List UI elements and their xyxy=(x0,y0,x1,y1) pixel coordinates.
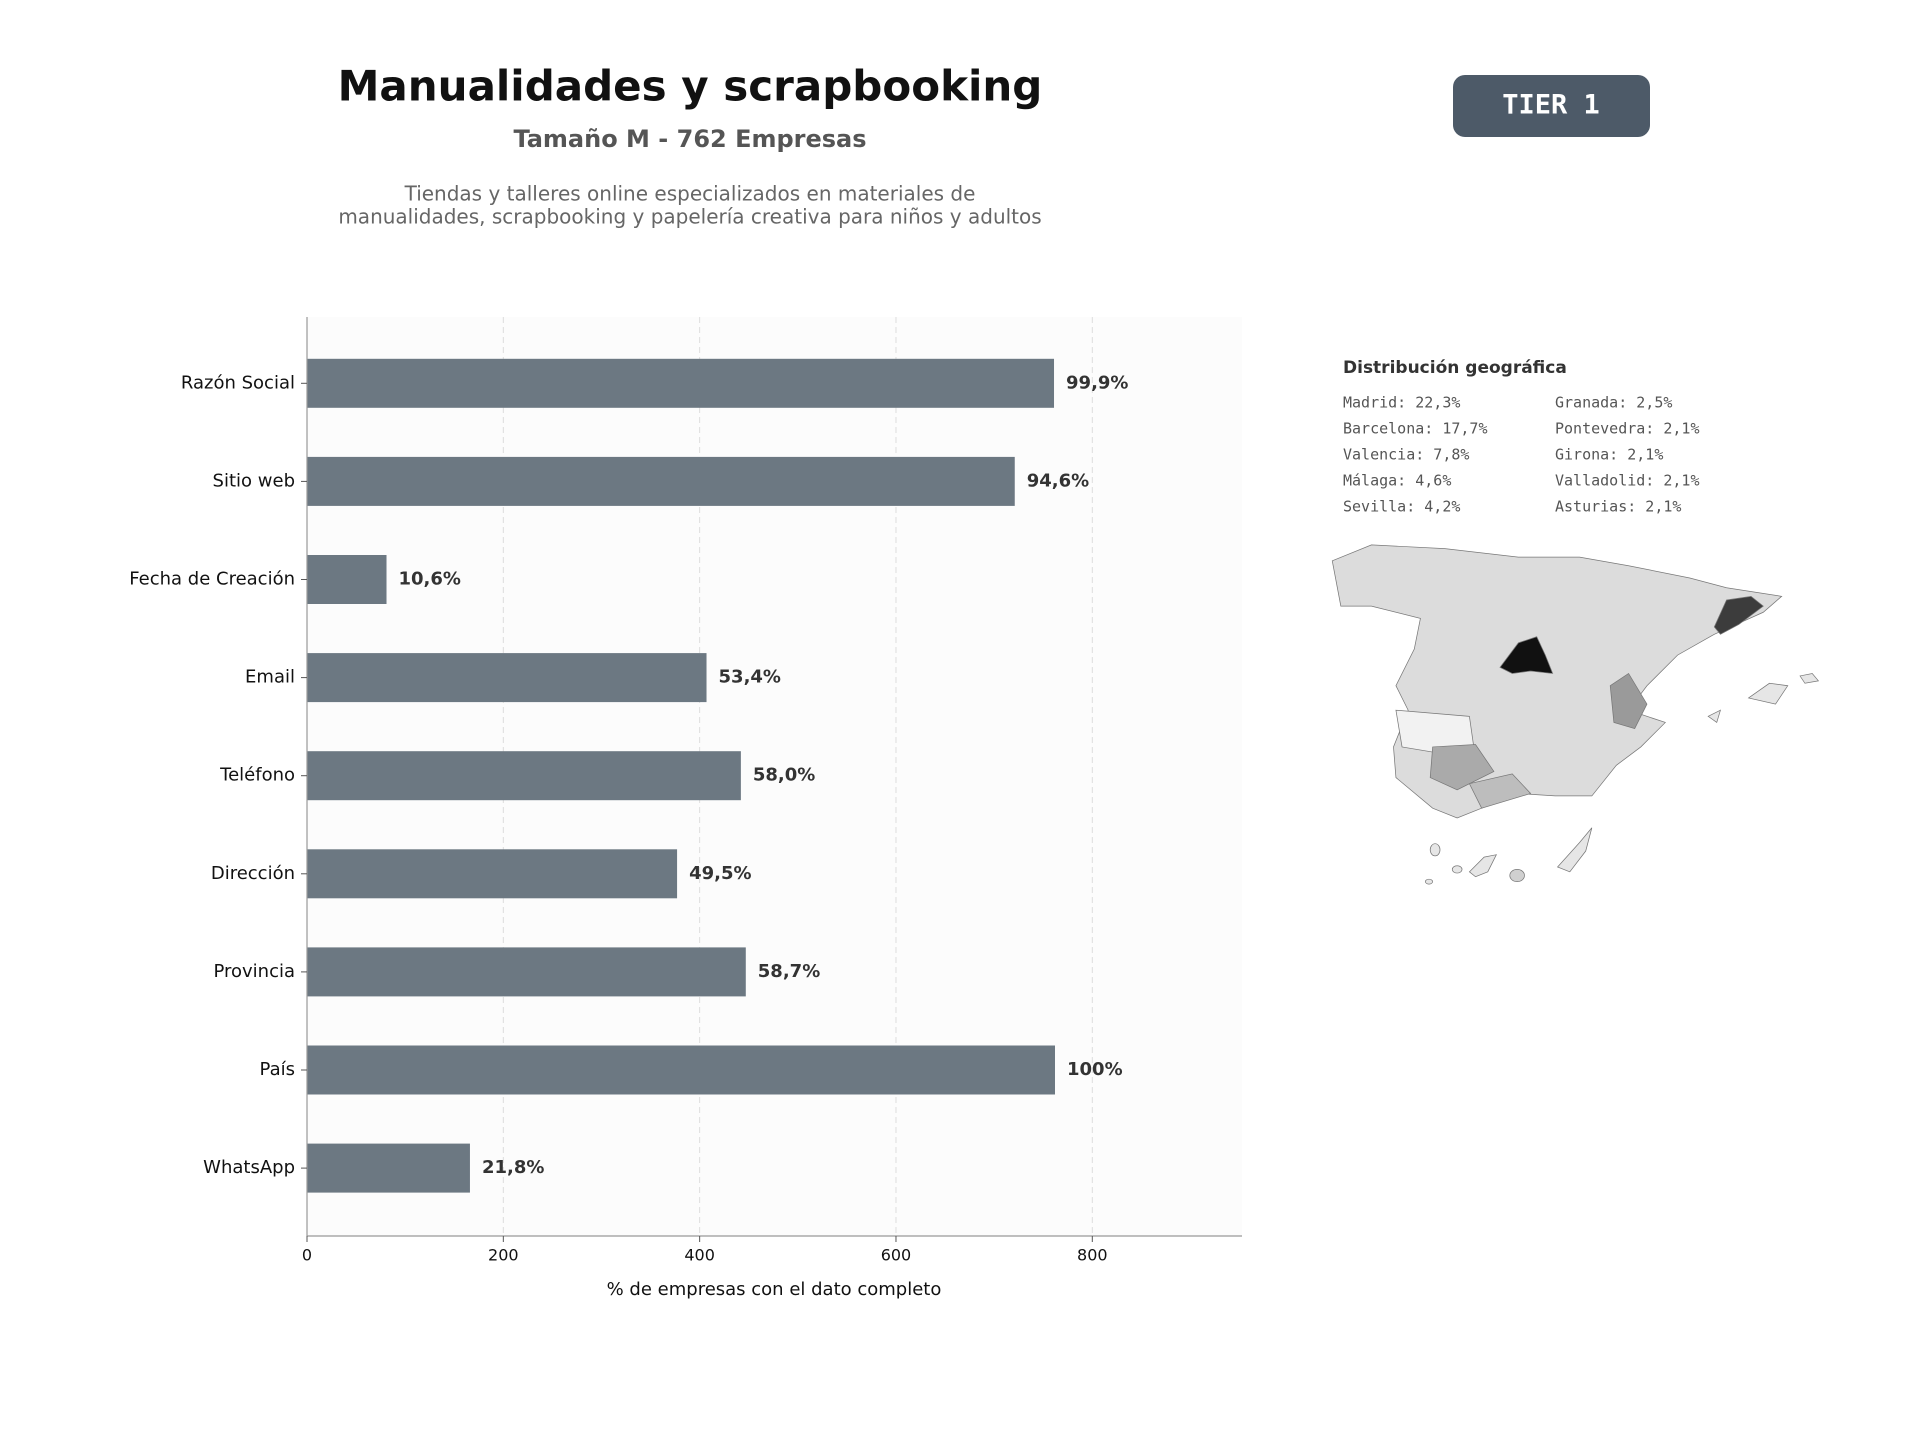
map-island xyxy=(1468,854,1498,878)
x-tick-label: 800 xyxy=(1077,1246,1108,1265)
chart-title: Manualidades y scrapbooking xyxy=(338,62,1043,111)
value-label: 58,0% xyxy=(753,765,815,786)
geo-item: Valladolid: 2,1% xyxy=(1555,472,1700,490)
geo-title: Distribución geográfica xyxy=(1343,358,1567,378)
map-province xyxy=(1609,672,1648,730)
map-province xyxy=(1468,773,1532,809)
geo-item: Madrid: 22,3% xyxy=(1343,394,1460,412)
geo-item: Granada: 2,5% xyxy=(1555,394,1672,412)
value-label: 21,8% xyxy=(482,1157,544,1178)
geo-item: Pontevedra: 2,1% xyxy=(1555,420,1700,438)
bar xyxy=(307,947,746,997)
value-label: 10,6% xyxy=(399,569,461,590)
map-island xyxy=(1424,878,1434,885)
bar xyxy=(307,358,1055,408)
bar xyxy=(307,849,678,899)
geo-item: Valencia: 7,8% xyxy=(1343,446,1469,464)
geo-item: Asturias: 2,1% xyxy=(1555,498,1681,516)
map-province xyxy=(1429,744,1495,791)
value-label: 58,7% xyxy=(758,961,820,982)
value-label: 100% xyxy=(1067,1059,1123,1080)
badge xyxy=(1453,75,1650,137)
bar xyxy=(307,555,387,604)
map-island xyxy=(1747,682,1789,705)
badge-label: TIER 1 xyxy=(1502,90,1600,121)
x-tick-label: 200 xyxy=(488,1246,519,1265)
y-tick-label: Razón Social xyxy=(181,372,295,393)
map-island xyxy=(1707,709,1722,724)
x-axis-label: % de empresas con el dato completo xyxy=(607,1279,942,1300)
bar xyxy=(307,653,707,703)
y-tick-label: País xyxy=(260,1059,295,1080)
geo-item: Girona: 2,1% xyxy=(1555,446,1663,464)
geo-item: Málaga: 4,6% xyxy=(1343,472,1451,490)
map-island xyxy=(1509,869,1525,883)
chart-subtitle: Tamaño M - 762 Empresas xyxy=(513,125,866,153)
y-tick-label: Dirección xyxy=(211,863,295,884)
description-line: Tiendas y talleres online especializados… xyxy=(404,182,976,206)
map-island xyxy=(1451,865,1463,874)
x-tick-label: 400 xyxy=(684,1246,715,1265)
y-tick-label: Email xyxy=(245,667,295,688)
x-tick-label: 600 xyxy=(881,1246,912,1265)
bar xyxy=(307,751,741,801)
bar xyxy=(307,1143,470,1193)
y-tick-label: Sitio web xyxy=(213,470,295,491)
map-island xyxy=(1429,843,1441,857)
description-line: manualidades, scrapbooking y papelería c… xyxy=(338,205,1041,229)
plot xyxy=(306,317,1093,1236)
x-tick-label: 0 xyxy=(302,1246,312,1265)
y-tick-label: Teléfono xyxy=(219,765,295,786)
map-land xyxy=(1331,544,1783,819)
value-label: 49,5% xyxy=(689,863,751,884)
value-label: 94,6% xyxy=(1027,470,1089,491)
y-tick-label: Fecha de Creación xyxy=(129,569,295,590)
map-province xyxy=(1499,636,1554,674)
bar xyxy=(307,456,1015,506)
y-tick-label: WhatsApp xyxy=(203,1157,295,1178)
map-island xyxy=(1799,673,1820,684)
value-label: 99,9% xyxy=(1066,372,1128,393)
geo-item: Sevilla: 4,2% xyxy=(1343,498,1460,516)
geo-item: Barcelona: 17,7% xyxy=(1343,420,1488,438)
bar xyxy=(307,1045,1055,1095)
map xyxy=(1331,544,1820,885)
y-tick-label: Provincia xyxy=(213,961,295,982)
value-label: 53,4% xyxy=(719,667,781,688)
map-island xyxy=(1556,827,1593,873)
map-province xyxy=(1713,595,1764,635)
